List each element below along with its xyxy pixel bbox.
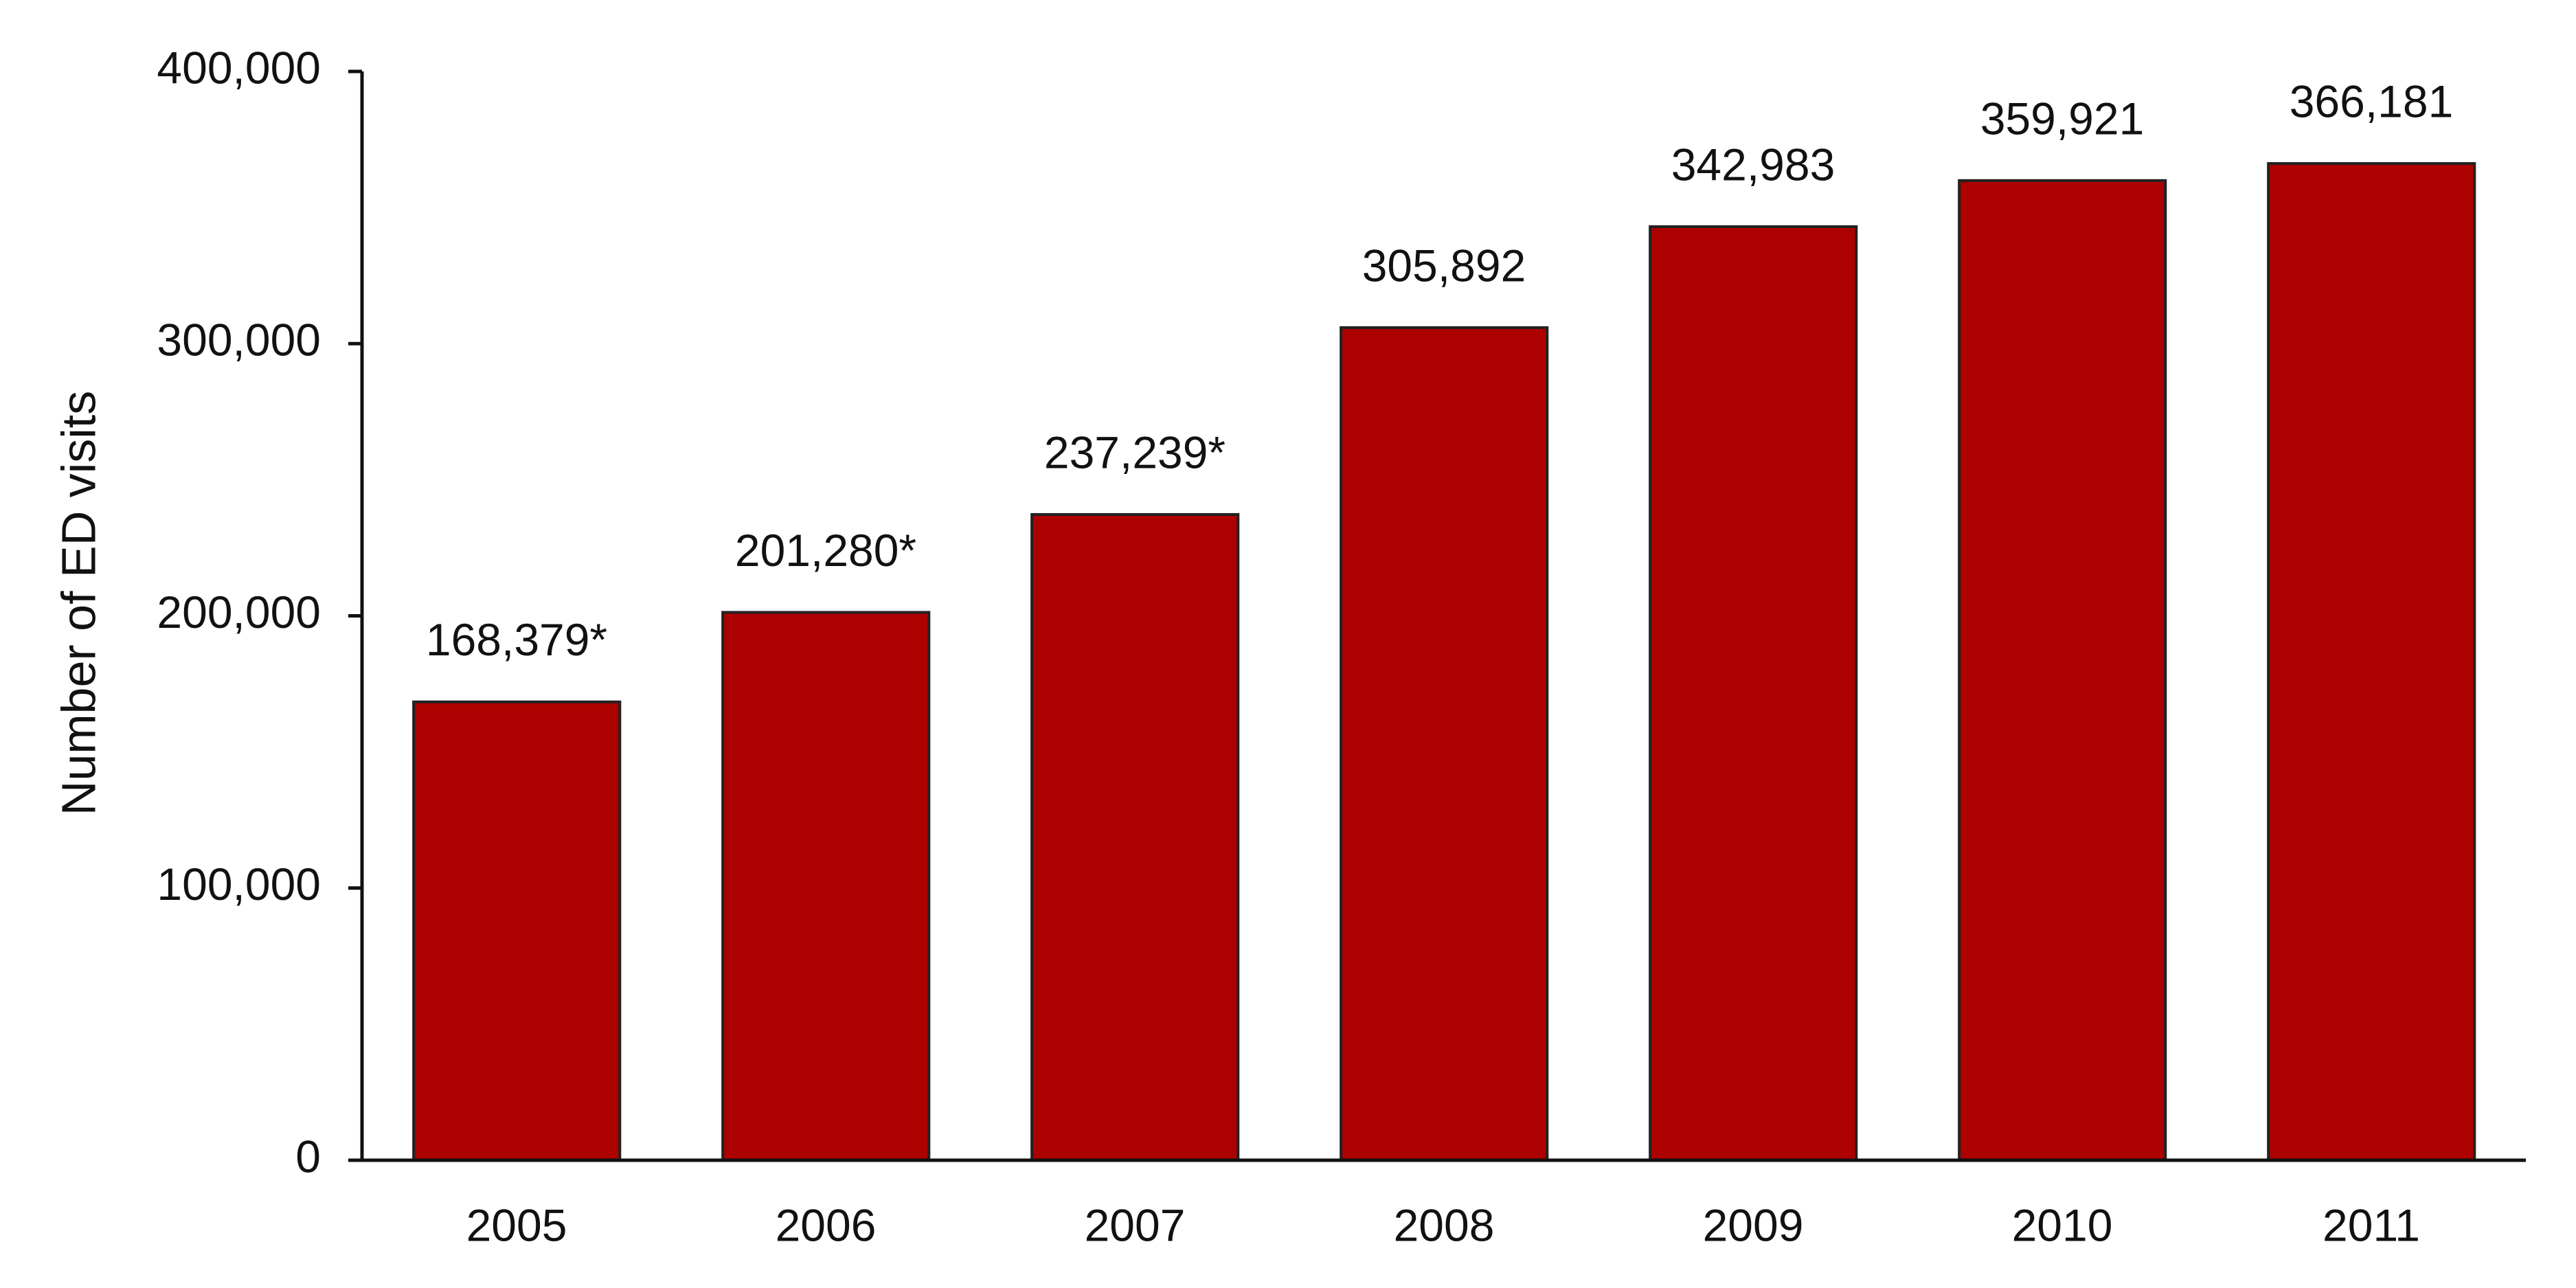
- bar: [1958, 179, 2167, 1162]
- x-tick-label: 2006: [776, 1199, 877, 1250]
- value-label: 237,239*: [1044, 427, 1225, 477]
- y-tick-label: 200,000: [157, 587, 321, 637]
- value-label: 305,892: [1362, 240, 1526, 291]
- value-label: 359,921: [1980, 93, 2145, 144]
- bar: [1649, 225, 1858, 1162]
- value-label: 366,181: [2290, 76, 2454, 126]
- x-tick-label: 2008: [1394, 1199, 1495, 1250]
- x-tick-label: 2011: [2323, 1199, 2420, 1250]
- bar: [412, 700, 622, 1162]
- x-tick-label: 2010: [2012, 1199, 2113, 1250]
- bar: [1340, 326, 1549, 1162]
- value-label: 168,379*: [426, 614, 607, 665]
- value-label: 342,983: [1671, 139, 1835, 190]
- bar: [721, 611, 931, 1162]
- x-tick-label: 2005: [466, 1199, 567, 1250]
- value-label: 201,280*: [735, 525, 916, 576]
- x-tick-label: 2009: [1703, 1199, 1804, 1250]
- y-tick-label: 400,000: [157, 42, 321, 93]
- y-tick-label: 0: [295, 1131, 321, 1182]
- bar: [2267, 162, 2476, 1162]
- y-tick-label: 300,000: [157, 315, 321, 365]
- x-tick-label: 2007: [1085, 1199, 1186, 1250]
- y-axis-label: Number of ED visits: [52, 391, 105, 815]
- bar: [1030, 512, 1240, 1162]
- y-tick-label: 100,000: [157, 859, 321, 909]
